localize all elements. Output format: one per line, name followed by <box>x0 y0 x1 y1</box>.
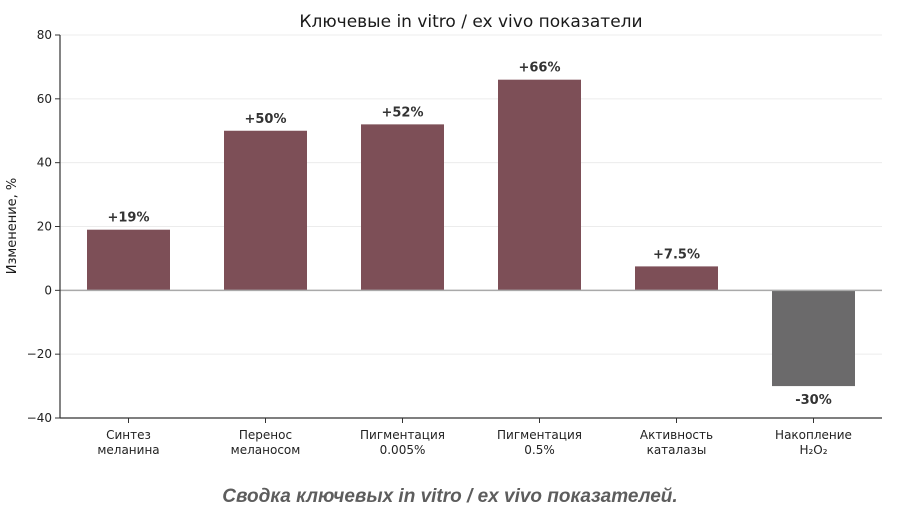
bar <box>772 290 855 387</box>
data-label: -30% <box>795 393 832 408</box>
y-tick-label: 20 <box>37 220 52 234</box>
y-tick-label: 60 <box>37 92 52 106</box>
data-label: +66% <box>518 61 560 76</box>
data-label: +7.5% <box>653 247 700 262</box>
figure-caption: Сводка ключевых in vitro / ex vivo показ… <box>222 486 678 507</box>
x-tick-label: 0.005% <box>380 443 426 457</box>
bar <box>635 266 718 291</box>
data-labels: +19% +50% +52% +66% +7.5% -30% <box>107 61 831 408</box>
x-tick-label: каталазы <box>647 443 707 457</box>
x-tick-label: Накопление <box>775 428 852 442</box>
x-tick-label: Пигментация <box>360 428 445 442</box>
x-tick-label: Перенос <box>239 428 292 442</box>
bar <box>361 124 444 291</box>
chart-title: Ключевые in vitro / ex vivo показатели <box>299 12 642 32</box>
y-tick-label: −20 <box>27 347 52 361</box>
x-tick-label: меланосом <box>231 443 301 457</box>
x-tick-label: 0.5% <box>524 443 555 457</box>
y-tick-labels: −40 −20 0 20 40 60 80 <box>27 28 52 425</box>
gridlines <box>60 34 882 419</box>
x-tick-label: меланина <box>97 443 159 457</box>
y-axis-label: Изменение, % <box>5 178 20 275</box>
bar <box>224 130 307 291</box>
y-tick-label: 40 <box>37 156 52 170</box>
y-tick-label: 0 <box>44 283 52 297</box>
y-tick-label: −40 <box>27 411 52 425</box>
bars <box>87 79 855 387</box>
data-label: +52% <box>381 105 423 120</box>
x-tick-label: Пигментация <box>497 428 582 442</box>
x-tick-label: H₂O₂ <box>799 443 827 457</box>
data-label: +50% <box>244 112 286 127</box>
axes <box>55 34 882 423</box>
y-tick-label: 80 <box>37 28 52 42</box>
bar <box>87 229 170 291</box>
x-tick-label: Активность <box>640 428 713 442</box>
data-label: +19% <box>107 211 149 226</box>
bar <box>498 79 581 291</box>
x-tick-label: Синтез <box>106 428 151 442</box>
